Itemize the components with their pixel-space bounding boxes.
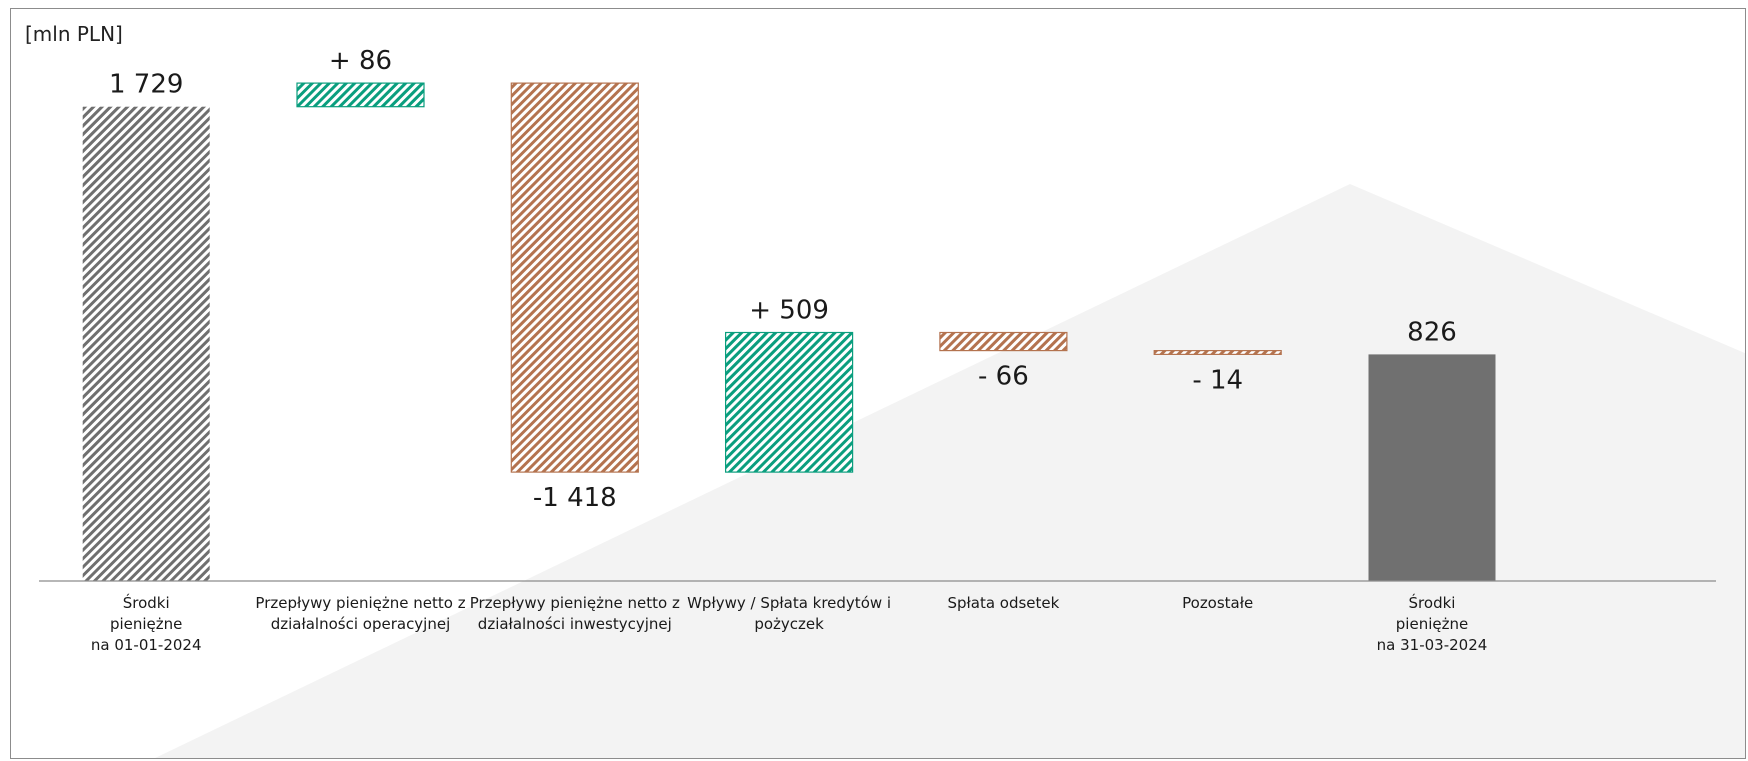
bar-4: [724, 331, 854, 473]
category-label-3: Przepływy pieniężne netto z działalności …: [470, 594, 680, 633]
value-label-5: - 66: [978, 362, 1029, 392]
category-labels-group: Środki pieniężne na 01-01-2024 Przepływy pi…: [91, 593, 1487, 654]
bar-6: [1153, 350, 1282, 356]
bar-2: [296, 82, 425, 108]
bar-1: [82, 106, 210, 581]
value-labels-group: 1 729 + 86 -1 418 + 509 - 66 - 14 826: [109, 46, 1457, 513]
unit-label: [mln PLN]: [25, 22, 123, 46]
bar-3: [510, 82, 639, 473]
category-label-7: Środki pieniężne na 31-03-2024: [1377, 593, 1488, 654]
bars-group: [82, 82, 1496, 581]
value-label-7: 826: [1407, 317, 1457, 347]
category-label-2: Przepływy pieniężne netto z działalności …: [255, 594, 465, 633]
value-label-1: 1 729: [109, 70, 183, 100]
bar-5: [939, 331, 1068, 352]
value-label-4: + 509: [749, 296, 829, 326]
chart-frame: [mln PLN] 1 729 + 86 -1 418 + 509 - 66 - 14 82…: [10, 8, 1746, 759]
waterfall-chart: [mln PLN] 1 729 + 86 -1 418 + 509 - 66 - 14 82…: [25, 22, 1745, 758]
value-label-3: -1 418: [533, 483, 617, 513]
value-label-6: - 14: [1192, 365, 1243, 395]
background-shape: [155, 184, 1745, 758]
category-label-1: Środki pieniężne na 01-01-2024: [91, 593, 202, 654]
bar-7: [1368, 354, 1496, 581]
category-label-6: Pozostałe: [1182, 594, 1253, 612]
category-label-4: Wpływy / Spłata kredytów i pożyczek: [687, 594, 891, 633]
category-label-5: Spłata odsetek: [947, 594, 1059, 612]
value-label-2: + 86: [329, 46, 392, 76]
